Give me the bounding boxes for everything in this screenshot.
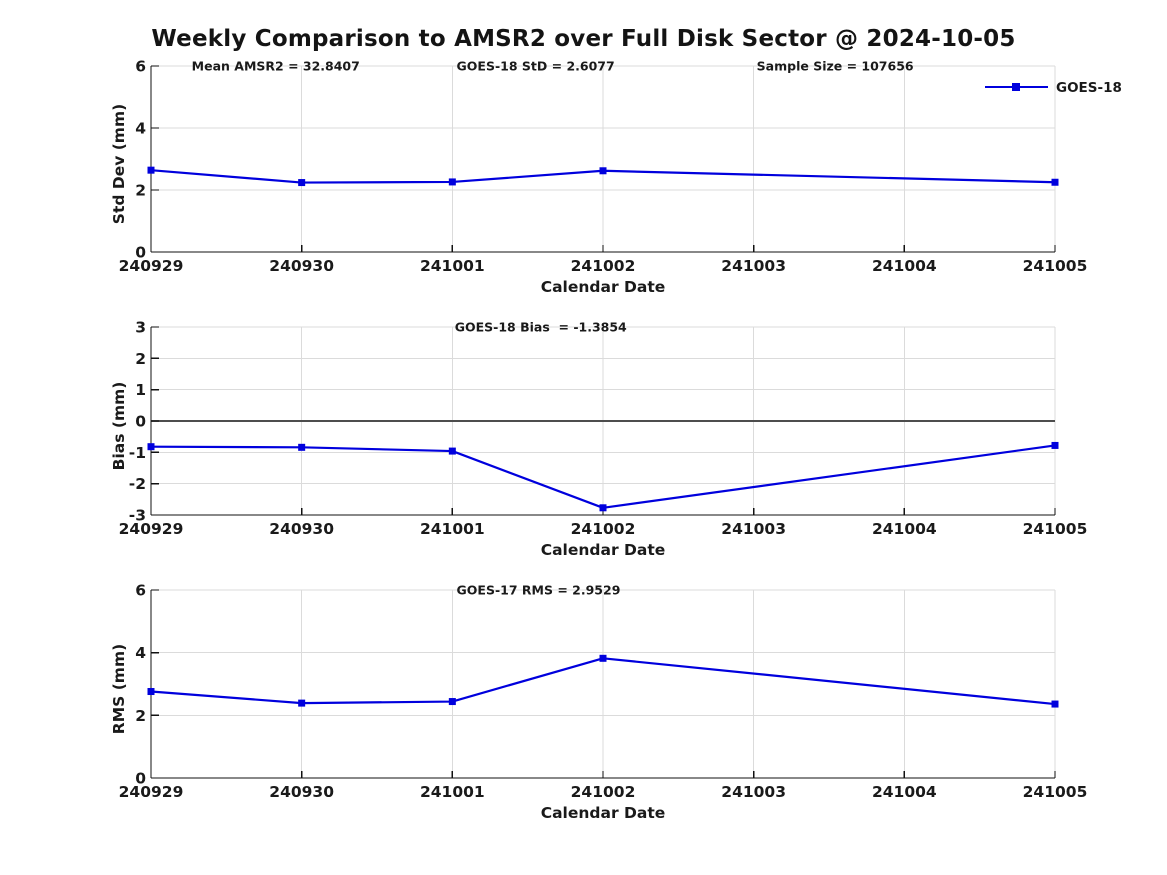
data-point-marker [298, 179, 306, 187]
y-axis-title: RMS (mm) [110, 644, 128, 734]
x-tick-label: 241002 [571, 257, 636, 275]
x-tick-label: 241002 [571, 783, 636, 801]
x-tick-label: 240930 [269, 257, 334, 275]
x-tick-label: 241001 [420, 783, 485, 801]
x-axis-title: Calendar Date [541, 278, 666, 296]
y-tick-label: 6 [135, 582, 146, 600]
data-point-marker [147, 166, 155, 174]
data-point-marker [599, 504, 607, 512]
y-axis-title: Std Dev (mm) [110, 104, 128, 224]
legend-marker [1012, 83, 1020, 91]
annotation-text: Sample Size = 107656 [757, 59, 914, 74]
y-tick-label: -2 [129, 475, 146, 493]
y-tick-label: -1 [129, 444, 146, 462]
x-tick-label: 241003 [721, 520, 786, 538]
legend-label: GOES-18 [1056, 80, 1122, 96]
x-tick-label: 240930 [269, 783, 334, 801]
data-point-marker [1051, 441, 1059, 449]
std-dev-chart: 240929 240930 241001 241002 241003 241004 2410… [110, 58, 1122, 297]
data-point-marker [298, 443, 306, 451]
data-point-marker [1051, 178, 1059, 186]
annotation-text: GOES-18 StD = 2.6077 [457, 59, 615, 74]
x-tick-label: 241003 [721, 257, 786, 275]
y-tick-label: 0 [135, 770, 146, 788]
x-axis-title: Calendar Date [541, 541, 666, 559]
data-point-marker [147, 443, 155, 451]
data-point-marker [599, 167, 607, 175]
rms-chart: 240929 240930 241001 241002 241003 241004 2410… [110, 582, 1088, 823]
data-point-marker [298, 699, 306, 707]
x-tick-label: 241002 [571, 520, 636, 538]
x-tick-label: 240929 [119, 257, 184, 275]
y-tick-label: 1 [135, 381, 146, 399]
x-axis-title: Calendar Date [541, 804, 666, 822]
x-tick-label: 241004 [872, 783, 937, 801]
annotation-text: GOES-18 Bias = -1.3854 [455, 320, 627, 335]
y-tick-label: 2 [135, 182, 146, 200]
y-tick-label: 4 [135, 644, 146, 662]
data-point-marker [448, 447, 456, 455]
x-tick-label: 241001 [420, 520, 485, 538]
y-tick-label: -3 [129, 507, 146, 525]
x-tick-label: 241001 [420, 257, 485, 275]
y-axis-title: Bias (mm) [110, 382, 128, 471]
y-tick-label: 4 [135, 120, 146, 138]
data-point-marker [448, 698, 456, 706]
x-tick-label: 241005 [1023, 257, 1088, 275]
data-point-marker [599, 654, 607, 662]
y-tick-label: 2 [135, 707, 146, 725]
data-point-marker [448, 178, 456, 186]
bias-chart: 240929 240930 241001 241002 241003 241004 2410… [110, 319, 1088, 560]
x-tick-label: 240930 [269, 520, 334, 538]
annotation-text: Mean AMSR2 = 32.8407 [192, 59, 360, 74]
annotation-text: GOES-17 RMS = 2.9529 [457, 583, 621, 598]
y-tick-label: 0 [135, 244, 146, 262]
y-tick-label: 3 [135, 319, 146, 337]
data-point-marker [147, 688, 155, 696]
figure-title: Weekly Comparison to AMSR2 over Full Dis… [151, 26, 1016, 52]
x-tick-label: 240929 [119, 520, 184, 538]
x-tick-label: 241004 [872, 257, 937, 275]
x-tick-label: 241004 [872, 520, 937, 538]
x-tick-label: 241005 [1023, 520, 1088, 538]
x-tick-label: 240929 [119, 783, 184, 801]
x-tick-label: 241003 [721, 783, 786, 801]
y-tick-label: 0 [135, 413, 146, 431]
y-tick-label: 6 [135, 58, 146, 76]
y-tick-label: 2 [135, 350, 146, 368]
x-tick-label: 241005 [1023, 783, 1088, 801]
data-point-marker [1051, 700, 1059, 708]
